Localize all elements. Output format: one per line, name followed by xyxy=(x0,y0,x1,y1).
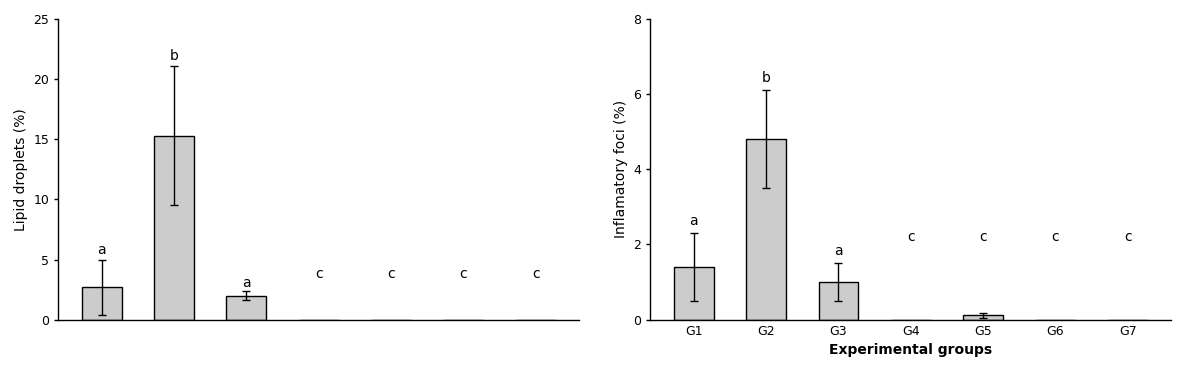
Text: c: c xyxy=(1051,230,1059,244)
Text: c: c xyxy=(1123,230,1132,244)
Text: b: b xyxy=(762,71,770,85)
Bar xyxy=(674,267,713,320)
X-axis label: Experimental groups: Experimental groups xyxy=(830,343,992,357)
Bar xyxy=(226,296,267,320)
Bar xyxy=(819,282,858,320)
Bar xyxy=(963,315,1003,320)
Y-axis label: Inflamatory foci (%): Inflamatory foci (%) xyxy=(614,100,628,238)
Bar xyxy=(82,287,122,320)
Text: a: a xyxy=(97,243,105,257)
Text: c: c xyxy=(532,267,539,281)
Text: c: c xyxy=(315,267,322,281)
Y-axis label: Lipid droplets (%): Lipid droplets (%) xyxy=(14,108,28,231)
Text: c: c xyxy=(979,230,987,244)
Text: b: b xyxy=(169,49,179,63)
Bar xyxy=(154,136,194,320)
Text: a: a xyxy=(834,244,843,257)
Text: a: a xyxy=(242,276,251,290)
Text: c: c xyxy=(907,230,915,244)
Text: c: c xyxy=(460,267,467,281)
Bar xyxy=(747,139,786,320)
Text: c: c xyxy=(387,267,395,281)
Text: a: a xyxy=(690,214,698,227)
